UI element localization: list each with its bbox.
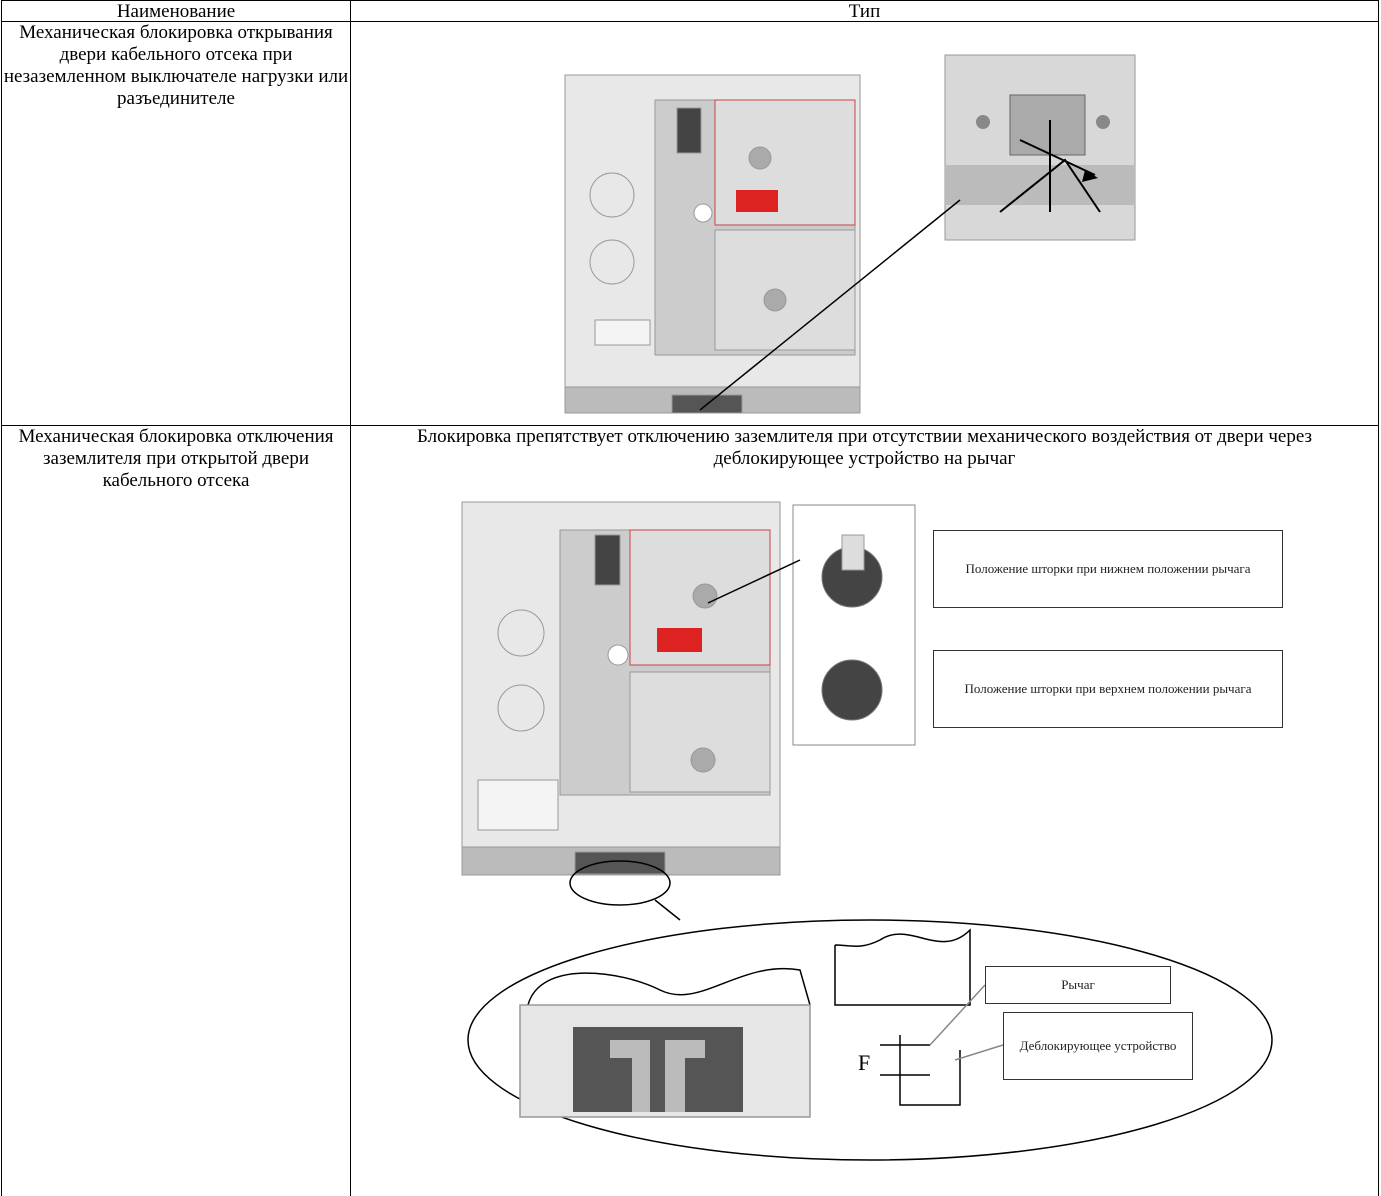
leader <box>654 899 681 921</box>
plate <box>594 319 651 346</box>
header-cell: Тип <box>350 0 1379 22</box>
panel-red <box>657 628 702 652</box>
type-cell: Блокировка препятствует отключению зазем… <box>350 425 1379 1196</box>
inset-band <box>945 165 1135 205</box>
knob <box>690 747 716 773</box>
figure-label: Рычаг <box>985 966 1171 1004</box>
panel-red <box>736 190 778 212</box>
knob <box>607 644 629 666</box>
bolt <box>1096 115 1110 129</box>
header-cell: Наименование <box>1 0 351 22</box>
knob <box>763 288 787 312</box>
indicator <box>676 107 702 154</box>
knob <box>748 146 772 170</box>
name-cell: Механическая блокировка открывания двери… <box>1 21 351 426</box>
detail-block <box>573 1027 743 1112</box>
force-label: F <box>858 1050 871 1075</box>
cross-mark <box>999 120 1101 213</box>
leader <box>707 559 801 604</box>
knob <box>693 203 713 223</box>
shutter-flap <box>841 534 865 571</box>
hole <box>589 172 635 218</box>
inset-top <box>699 54 1136 411</box>
type-cell <box>350 21 1379 426</box>
figure-label: Положение шторки при верхнем положении р… <box>933 650 1283 728</box>
hole <box>589 239 635 285</box>
figure-label: Деблокирующее устройство <box>1003 1012 1193 1080</box>
panel-disc <box>714 229 856 351</box>
plate <box>477 779 559 831</box>
bolt <box>976 115 990 129</box>
leader <box>929 984 986 1046</box>
figure-label: Положение шторки при нижнем положении ры… <box>933 530 1283 608</box>
hole <box>497 609 545 657</box>
panel-bottom <box>461 501 916 876</box>
detail-slots <box>610 1040 705 1112</box>
leader <box>699 199 961 411</box>
mechanism <box>880 1035 961 1106</box>
door <box>834 928 971 1006</box>
inset-part <box>1009 94 1086 156</box>
leader <box>954 1044 1004 1061</box>
cutout <box>527 967 811 1006</box>
hole <box>497 684 545 732</box>
panel-top <box>564 74 861 414</box>
small-ellipse <box>569 860 671 906</box>
arrow <box>1082 170 1098 182</box>
lock <box>574 851 666 875</box>
name-cell: Механическая блокировка отключения зазем… <box>1 425 351 1196</box>
detail <box>467 860 1273 1161</box>
indicator <box>594 534 621 586</box>
shutter-high <box>821 659 883 721</box>
description: Блокировка препятствует отключению зазем… <box>416 426 1313 469</box>
big-ellipse <box>467 919 1273 1161</box>
